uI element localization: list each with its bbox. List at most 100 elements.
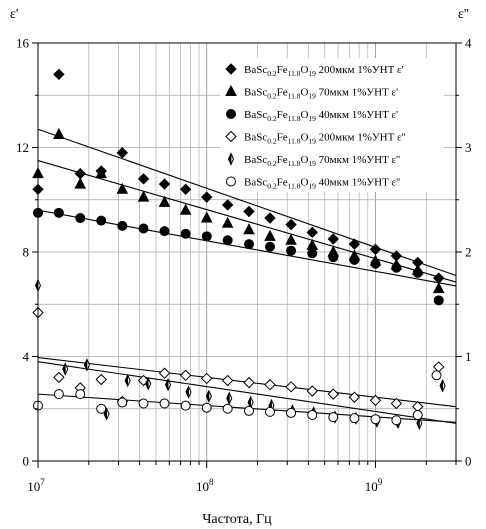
data-point-series-6 bbox=[53, 389, 64, 400]
half-diamond-fill bbox=[62, 363, 66, 375]
data-point-series-6 bbox=[412, 410, 423, 421]
legend-label-series-6: BaSc0.2Fe11.8O19 40мкм 1%УНТ ε'' bbox=[244, 177, 400, 191]
data-point-series-6 bbox=[180, 400, 191, 411]
half-diamond-fill bbox=[228, 153, 232, 165]
data-point-series-1 bbox=[53, 68, 65, 81]
half-diamond-fill bbox=[205, 390, 210, 402]
y-right-tick-label: 1 bbox=[465, 349, 472, 364]
half-diamond-fill bbox=[416, 417, 420, 430]
data-point-series-3 bbox=[412, 267, 423, 278]
data-point-series-3 bbox=[75, 213, 86, 224]
data-point-series-2 bbox=[243, 223, 255, 235]
y-left-tick-label: 8 bbox=[23, 245, 30, 260]
x-tick-label: 107 bbox=[27, 477, 45, 494]
y-left-tick-label: 4 bbox=[23, 349, 30, 364]
data-point-series-1 bbox=[201, 191, 213, 203]
data-point-series-3 bbox=[117, 220, 128, 231]
data-point-series-3 bbox=[391, 262, 402, 273]
data-point-series-6 bbox=[431, 370, 442, 381]
data-point-series-4 bbox=[390, 397, 403, 410]
legend-marker-series-6 bbox=[226, 176, 236, 187]
data-point-series-1 bbox=[137, 173, 150, 185]
data-point-series-2 bbox=[432, 282, 445, 294]
trend-line-series-2 bbox=[37, 160, 457, 283]
data-point-series-5 bbox=[439, 379, 446, 393]
data-point-series-1 bbox=[179, 183, 192, 196]
half-diamond-fill bbox=[439, 380, 444, 392]
data-point-series-3 bbox=[244, 239, 255, 250]
data-point-series-2 bbox=[74, 177, 87, 189]
y-right-tick-label: 0 bbox=[465, 454, 472, 469]
data-point-series-1 bbox=[158, 178, 171, 190]
data-point-series-4 bbox=[348, 391, 361, 403]
data-point-series-5 bbox=[416, 416, 423, 431]
legend-label-series-1: BaSc0.2Fe11.8O19 200мкм 1%УНТ ε' bbox=[244, 64, 404, 78]
data-point-series-4 bbox=[306, 385, 318, 397]
data-point-series-4 bbox=[264, 379, 276, 391]
x-tick-label: 109 bbox=[365, 477, 383, 494]
data-point-series-1 bbox=[327, 233, 339, 245]
data-point-series-3 bbox=[53, 207, 64, 218]
data-point-series-6 bbox=[264, 406, 275, 417]
legend-label-series-5: BaSc0.2Fe11.8O19 70мкм 1%УНТ ε'' bbox=[244, 154, 400, 168]
data-point-series-3 bbox=[349, 254, 360, 265]
legend-marker-series-4 bbox=[225, 130, 237, 143]
data-point-series-3 bbox=[180, 228, 191, 239]
data-point-series-4 bbox=[95, 373, 107, 386]
data-point-series-5 bbox=[83, 358, 90, 372]
data-point-series-2 bbox=[137, 190, 150, 202]
data-point-series-5 bbox=[165, 378, 172, 392]
data-point-series-6 bbox=[222, 403, 233, 414]
data-point-series-6 bbox=[138, 398, 149, 409]
data-point-series-4 bbox=[179, 369, 192, 382]
y-left-tick-label: 0 bbox=[23, 454, 30, 469]
data-point-series-1 bbox=[116, 147, 129, 159]
data-point-series-5 bbox=[205, 389, 212, 403]
data-point-series-1 bbox=[285, 218, 297, 231]
data-point-series-6 bbox=[370, 414, 381, 425]
half-diamond-fill bbox=[165, 379, 169, 391]
data-point-series-3 bbox=[96, 215, 107, 226]
data-point-series-6 bbox=[159, 398, 170, 409]
half-diamond-fill bbox=[145, 378, 149, 390]
data-point-series-4 bbox=[158, 367, 171, 379]
y-right-tick-label: 3 bbox=[465, 140, 472, 155]
data-point-series-3 bbox=[222, 235, 233, 246]
data-point-series-1 bbox=[243, 205, 255, 218]
data-point-series-2 bbox=[221, 216, 234, 228]
data-point-series-2 bbox=[285, 233, 297, 245]
data-point-series-4 bbox=[433, 361, 445, 373]
data-point-series-6 bbox=[349, 413, 360, 424]
data-point-series-1 bbox=[306, 226, 318, 239]
y-axis-title-right: ε'' bbox=[458, 7, 469, 22]
half-diamond-fill bbox=[124, 374, 129, 387]
data-point-series-2 bbox=[264, 229, 276, 241]
data-point-series-1 bbox=[221, 199, 234, 211]
data-point-series-6 bbox=[244, 405, 255, 416]
data-point-series-5 bbox=[145, 376, 152, 391]
half-diamond-fill bbox=[185, 386, 189, 398]
data-point-series-6 bbox=[286, 407, 297, 418]
legend-label-series-2: BaSc0.2Fe11.8O19 70мкм 1%УНТ ε' bbox=[244, 87, 398, 101]
data-point-series-6 bbox=[117, 397, 128, 408]
data-point-series-4 bbox=[243, 376, 255, 389]
data-point-series-1 bbox=[74, 167, 86, 180]
data-point-series-6 bbox=[307, 410, 318, 421]
half-diamond-fill bbox=[247, 396, 252, 409]
legend-background bbox=[220, 58, 444, 192]
y-right-tick-label: 4 bbox=[465, 36, 472, 51]
trend-line-series-5 bbox=[37, 361, 457, 424]
data-point-series-3 bbox=[201, 231, 212, 242]
data-point-series-5 bbox=[185, 385, 192, 399]
legend-marker-series-2 bbox=[225, 84, 237, 96]
legend: BaSc0.2Fe11.8O19 200мкм 1%УНТ ε' BaSc0.2F… bbox=[225, 63, 406, 191]
data-point-series-1 bbox=[369, 243, 382, 256]
y-right-tick-label: 2 bbox=[465, 245, 472, 260]
data-point-series-3 bbox=[328, 252, 339, 263]
data-point-series-3 bbox=[433, 295, 444, 306]
data-point-series-2 bbox=[200, 211, 213, 223]
legend-marker-series-5 bbox=[227, 152, 235, 166]
data-point-series-1 bbox=[348, 238, 361, 250]
data-point-series-3 bbox=[286, 245, 297, 256]
